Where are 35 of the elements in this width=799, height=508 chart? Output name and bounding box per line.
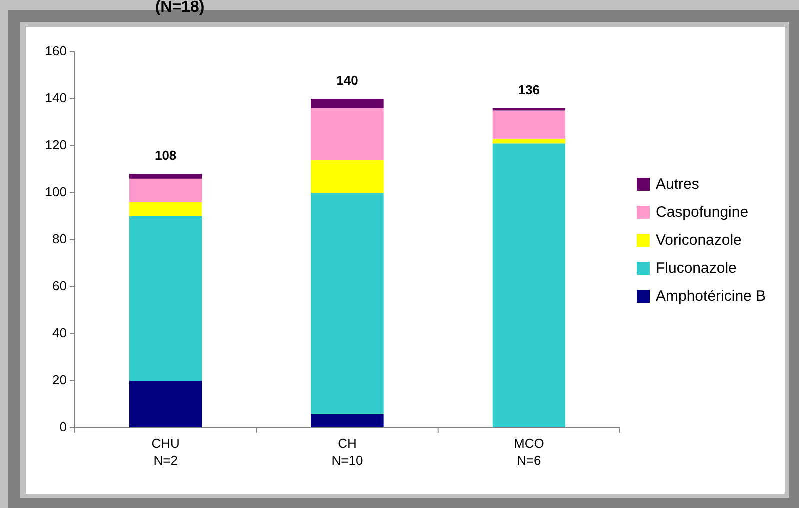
bar: [492, 138, 566, 144]
legend-label: Caspofungine: [656, 204, 749, 221]
bar: [311, 108, 384, 160]
bar: [492, 108, 566, 111]
legend-label: Autres: [656, 176, 700, 193]
x-tick-label: MCO N=6: [514, 436, 544, 468]
total-label: 140: [336, 73, 358, 88]
bar: [311, 193, 384, 414]
bar: [311, 414, 384, 428]
bar: [130, 178, 202, 202]
bar: [492, 110, 566, 139]
chart-title: (N=18): [155, 0, 205, 16]
y-tick-label: 160: [45, 43, 67, 58]
bar: [492, 144, 566, 428]
total-label: 108: [154, 148, 177, 164]
y-tick-label: 20: [52, 372, 67, 388]
legend-label: Fluconazole: [656, 260, 737, 277]
bar: [130, 381, 202, 428]
total-label: 136: [518, 82, 540, 98]
y-tick-label: 0: [60, 419, 67, 434]
bar: [130, 216, 202, 381]
bar: [311, 160, 384, 193]
y-tick-label: 100: [45, 184, 67, 200]
y-tick-label: 60: [52, 278, 67, 294]
bar: [130, 174, 202, 179]
bar: [311, 99, 384, 108]
y-tick-label: 40: [52, 325, 67, 340]
x-tick-label: CHU N=2: [152, 436, 180, 468]
y-tick-label: 140: [45, 90, 67, 106]
legend-label: Amphotéricine B: [656, 288, 766, 305]
y-tick-label: 80: [52, 231, 67, 246]
x-tick-label: CH N=10: [332, 436, 364, 468]
bar: [130, 202, 202, 216]
y-tick-label: 120: [45, 137, 67, 152]
legend-label: Voriconazole: [656, 232, 742, 249]
